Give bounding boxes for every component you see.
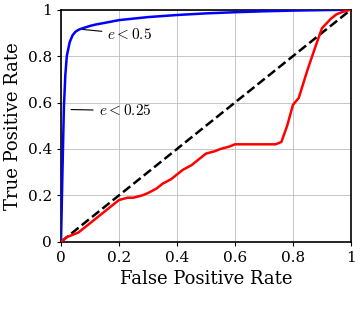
Y-axis label: True Positive Rate: True Positive Rate bbox=[4, 42, 22, 210]
X-axis label: False Positive Rate: False Positive Rate bbox=[120, 270, 292, 288]
Text: $e < 0.25$: $e < 0.25$ bbox=[71, 103, 152, 118]
Text: $e < 0.5$: $e < 0.5$ bbox=[82, 27, 153, 42]
